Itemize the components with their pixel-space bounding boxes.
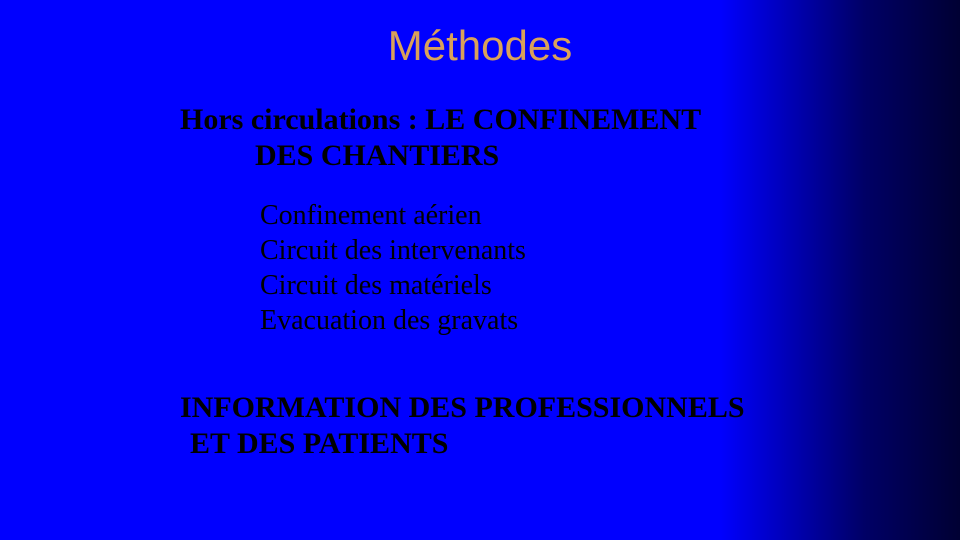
bullet-list: Confinement aérien Circuit des intervena… <box>260 198 960 338</box>
bullet-item: Circuit des matériels <box>260 268 960 303</box>
footer-block: INFORMATION DES PROFESSIONNELS ET DES PA… <box>180 390 960 462</box>
subtitle-line-1: Hors circulations : LE CONFINEMENT <box>180 102 960 138</box>
bullet-item: Confinement aérien <box>260 198 960 233</box>
bullet-item: Evacuation des gravats <box>260 303 960 338</box>
subtitle-block: Hors circulations : LE CONFINEMENT DES C… <box>180 102 960 174</box>
footer-line-2: ET DES PATIENTS <box>190 426 960 462</box>
subtitle-line-2: DES CHANTIERS <box>255 138 960 174</box>
footer-line-1: INFORMATION DES PROFESSIONNELS <box>180 390 960 426</box>
bullet-item: Circuit des intervenants <box>260 233 960 268</box>
slide-title: Méthodes <box>0 0 960 70</box>
